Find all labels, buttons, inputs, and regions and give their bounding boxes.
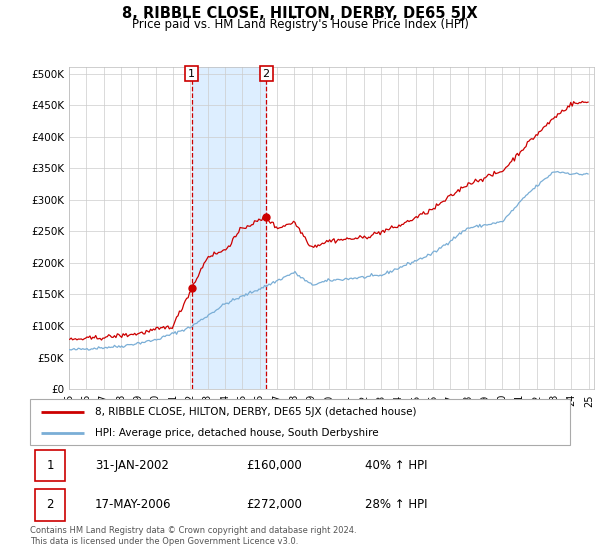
Text: 2: 2 bbox=[47, 498, 54, 511]
Text: 1: 1 bbox=[47, 459, 54, 472]
Text: Contains HM Land Registry data © Crown copyright and database right 2024.
This d: Contains HM Land Registry data © Crown c… bbox=[30, 526, 356, 546]
Text: 40% ↑ HPI: 40% ↑ HPI bbox=[365, 459, 427, 472]
Text: 31-JAN-2002: 31-JAN-2002 bbox=[95, 459, 169, 472]
FancyBboxPatch shape bbox=[35, 450, 65, 481]
FancyBboxPatch shape bbox=[30, 399, 570, 445]
FancyBboxPatch shape bbox=[35, 489, 65, 521]
Text: £272,000: £272,000 bbox=[246, 498, 302, 511]
Text: 17-MAY-2006: 17-MAY-2006 bbox=[95, 498, 172, 511]
Bar bbox=[191, 67, 266, 389]
Text: 1: 1 bbox=[188, 68, 195, 78]
Text: 8, RIBBLE CLOSE, HILTON, DERBY, DE65 5JX (detached house): 8, RIBBLE CLOSE, HILTON, DERBY, DE65 5JX… bbox=[95, 407, 416, 417]
Text: £160,000: £160,000 bbox=[246, 459, 302, 472]
Text: 2: 2 bbox=[263, 68, 270, 78]
Text: Price paid vs. HM Land Registry's House Price Index (HPI): Price paid vs. HM Land Registry's House … bbox=[131, 18, 469, 31]
Text: 28% ↑ HPI: 28% ↑ HPI bbox=[365, 498, 427, 511]
Text: HPI: Average price, detached house, South Derbyshire: HPI: Average price, detached house, Sout… bbox=[95, 428, 379, 438]
Text: 8, RIBBLE CLOSE, HILTON, DERBY, DE65 5JX: 8, RIBBLE CLOSE, HILTON, DERBY, DE65 5JX bbox=[122, 6, 478, 21]
